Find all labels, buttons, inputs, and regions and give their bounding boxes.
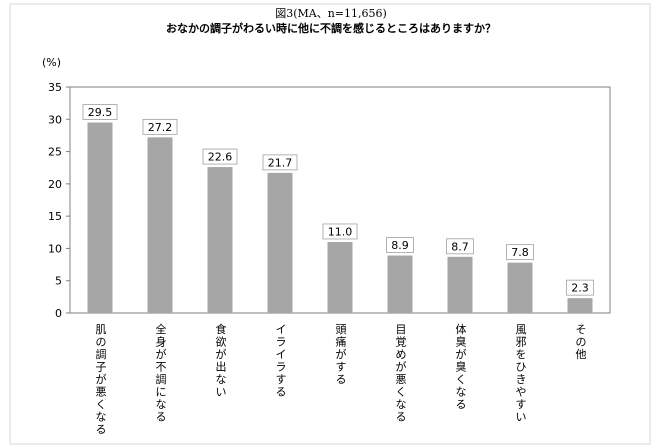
bar (267, 172, 293, 313)
chart-subtitle: おなかの調子がわるい時に他に不調を感じるところはありますか？ (166, 21, 496, 35)
data-label-box (386, 237, 414, 253)
bar-series (87, 122, 593, 313)
data-label: 2.3 (571, 282, 589, 295)
category-label: 肌の調子が悪くなる (96, 323, 107, 436)
data-label: 11.0 (328, 225, 353, 238)
y-tick-label: 10 (48, 242, 62, 255)
y-tick-label: 30 (48, 113, 62, 126)
y-tick-label: 20 (48, 178, 62, 191)
data-label-box (262, 154, 298, 171)
category-labels: 肌の調子が悪くなる 全身が不調になる 食欲が出ない イライラする 頭痛がする 目覚めが悪く… (96, 322, 587, 436)
bar (447, 256, 473, 313)
y-tick-label: 0 (55, 307, 62, 320)
data-label: 8.9 (391, 239, 409, 252)
bar (207, 167, 233, 313)
bar (507, 262, 533, 313)
bar (327, 241, 353, 313)
category-label: イライラする (276, 323, 287, 399)
data-label: 29.5 (88, 106, 113, 119)
y-tick-label: 25 (48, 146, 62, 159)
chart-border (9, 3, 651, 445)
data-label-box (506, 244, 534, 261)
bar (387, 255, 413, 313)
y-tick-label: 15 (48, 210, 62, 223)
data-label-box (322, 223, 358, 240)
bar (567, 298, 593, 313)
y-tick-label: 5 (55, 275, 62, 288)
data-label: 22.6 (208, 151, 233, 164)
data-label: 27.2 (148, 121, 173, 134)
data-label-box (566, 279, 594, 296)
data-label-box (82, 104, 118, 120)
category-label: 風邪をひきやすい (516, 323, 527, 424)
data-label: 7.8 (511, 246, 529, 259)
category-label: 頭痛がする (336, 323, 347, 386)
category-label: 目覚めが悪くなる (396, 323, 407, 424)
data-labels: 29.5 27.2 22.6 21.7 11.0 8.9 8.7 7.8 2.3 (82, 104, 594, 296)
category-label: その他 (576, 323, 587, 361)
category-label: 体臭が臭くなる (456, 322, 467, 411)
data-label: 21.7 (268, 156, 293, 169)
category-label: 食欲が出ない (216, 322, 227, 399)
category-label: 全身が不調になる (156, 322, 167, 424)
bar (147, 137, 173, 313)
y-axis-unit: (%) (42, 56, 61, 69)
data-label-box (446, 238, 474, 255)
y-axis: 0 5 10 15 20 25 30 35 (48, 81, 70, 320)
y-tick-label: 35 (48, 81, 62, 94)
bar (87, 122, 113, 313)
data-label: 8.7 (451, 240, 469, 253)
chart-title: 図3(MA、n=11,656) (275, 7, 387, 20)
data-label-box (142, 118, 178, 135)
data-label-box (202, 148, 238, 165)
